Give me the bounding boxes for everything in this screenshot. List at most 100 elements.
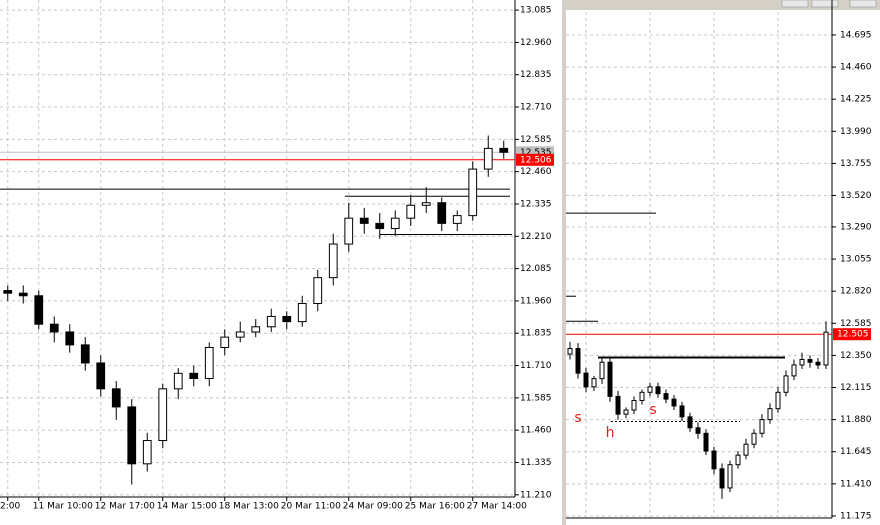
candle-body [775, 391, 781, 410]
y-tick-label: 13.085 [520, 6, 552, 16]
y-tick-label: 11.585 [520, 393, 552, 403]
candle-body [663, 393, 669, 400]
y-tick-label: 13.055 [840, 255, 872, 265]
x-tick-label: 18 Mar 13:00 [219, 502, 279, 512]
candle-body [631, 399, 637, 411]
candle-body [297, 303, 307, 323]
x-tick-label: 14 Mar 15:00 [157, 502, 217, 512]
candle-body [767, 408, 773, 421]
candle-body [743, 443, 749, 456]
window-title-strip [566, 0, 880, 10]
y-tick-label: 11.210 [520, 490, 552, 500]
price-label-box [516, 153, 554, 166]
y-tick-label: 12.820 [840, 287, 872, 297]
candle-body [313, 277, 323, 305]
candle-body [615, 395, 621, 415]
candle-body [406, 204, 416, 219]
candle-body [359, 217, 369, 224]
price-label-box [833, 328, 871, 341]
y-tick-label: 11.410 [840, 479, 872, 489]
annotation: s [574, 410, 581, 426]
candle-body [567, 348, 573, 355]
candle-body [815, 361, 821, 366]
x-tick-label: 27 Mar 14:00 [467, 502, 527, 512]
y-tick-label: 12.585 [520, 135, 552, 145]
candle-body [65, 331, 75, 346]
candle-body [759, 419, 765, 434]
candle-body [111, 388, 121, 408]
candle-body [127, 406, 137, 465]
x-tick-label: 20 Mar 11:00 [281, 502, 341, 512]
window-button[interactable] [811, 0, 839, 8]
candle-body [437, 202, 447, 224]
candle-body [266, 315, 276, 328]
annotation: s [649, 402, 656, 418]
candle-body [735, 454, 741, 466]
y-tick-label: 11.880 [840, 415, 872, 425]
candle-body [3, 290, 13, 294]
price-label: 12.506 [520, 155, 552, 165]
candle-body [468, 168, 478, 217]
x-tick-label: 2:00 [0, 502, 20, 512]
candle-body [421, 202, 431, 206]
candle-body [599, 361, 605, 380]
candle-body [344, 217, 354, 245]
candle-body [189, 372, 199, 379]
price-label: 12.505 [837, 330, 869, 340]
candle-body [49, 323, 59, 333]
y-tick-label: 12.960 [520, 38, 552, 48]
candle-body [452, 215, 462, 224]
panel-divider [562, 0, 566, 525]
x-tick-label: 24 Mar 09:00 [343, 502, 403, 512]
candle-body [220, 336, 230, 348]
candle-body [671, 398, 677, 407]
candle-body [575, 348, 581, 374]
y-tick-label: 11.175 [840, 511, 872, 521]
candle-body [328, 243, 338, 279]
candle-body [204, 346, 214, 379]
y-tick-label: 12.460 [520, 167, 552, 177]
price-label: 12.535 [520, 148, 552, 158]
candle-body [34, 295, 44, 325]
y-tick-label: 12.115 [840, 383, 872, 393]
candle-body [80, 344, 90, 364]
window-button[interactable] [849, 0, 877, 8]
y-tick-label: 12.350 [840, 351, 872, 361]
y-tick-label: 11.710 [520, 361, 552, 371]
y-tick-label: 13.990 [840, 127, 872, 137]
y-tick-label: 12.835 [520, 70, 552, 80]
y-tick-label: 12.335 [520, 199, 552, 209]
candle-body [647, 386, 653, 393]
window-button[interactable] [781, 0, 809, 8]
candle-body [791, 364, 797, 377]
candle-body [703, 432, 709, 452]
y-tick-label: 14.225 [840, 95, 872, 105]
annotation: h [606, 425, 615, 441]
candle-body [751, 432, 757, 445]
candle-body [807, 358, 813, 363]
candle-body [583, 372, 589, 388]
x-tick-label: 25 Mar 16:00 [405, 502, 465, 512]
candle-body [235, 331, 245, 338]
candle-body [679, 405, 685, 418]
candle-body [799, 358, 805, 366]
x-tick-label: 11 Mar 10:00 [33, 502, 93, 512]
chart-panel: 13.085 12.960 12.835 12.710 12.585 12.460 12.3… [0, 0, 554, 512]
y-tick-label: 12.585 [840, 319, 872, 329]
candle-body [783, 375, 789, 393]
candle-body [158, 388, 168, 442]
candle-body [390, 217, 400, 230]
candle-body [499, 147, 509, 153]
candle-body [18, 292, 28, 297]
y-tick-label: 14.460 [840, 63, 872, 73]
y-tick-label: 11.645 [840, 447, 872, 457]
candle-body [687, 416, 693, 429]
y-tick-label: 12.210 [520, 232, 552, 242]
x-tick-label: 12 Mar 17:00 [95, 502, 155, 512]
y-tick-label: 13.290 [840, 222, 872, 232]
candle-body [142, 440, 152, 465]
candle-body [623, 409, 629, 415]
y-tick-label: 13.520 [840, 191, 872, 201]
